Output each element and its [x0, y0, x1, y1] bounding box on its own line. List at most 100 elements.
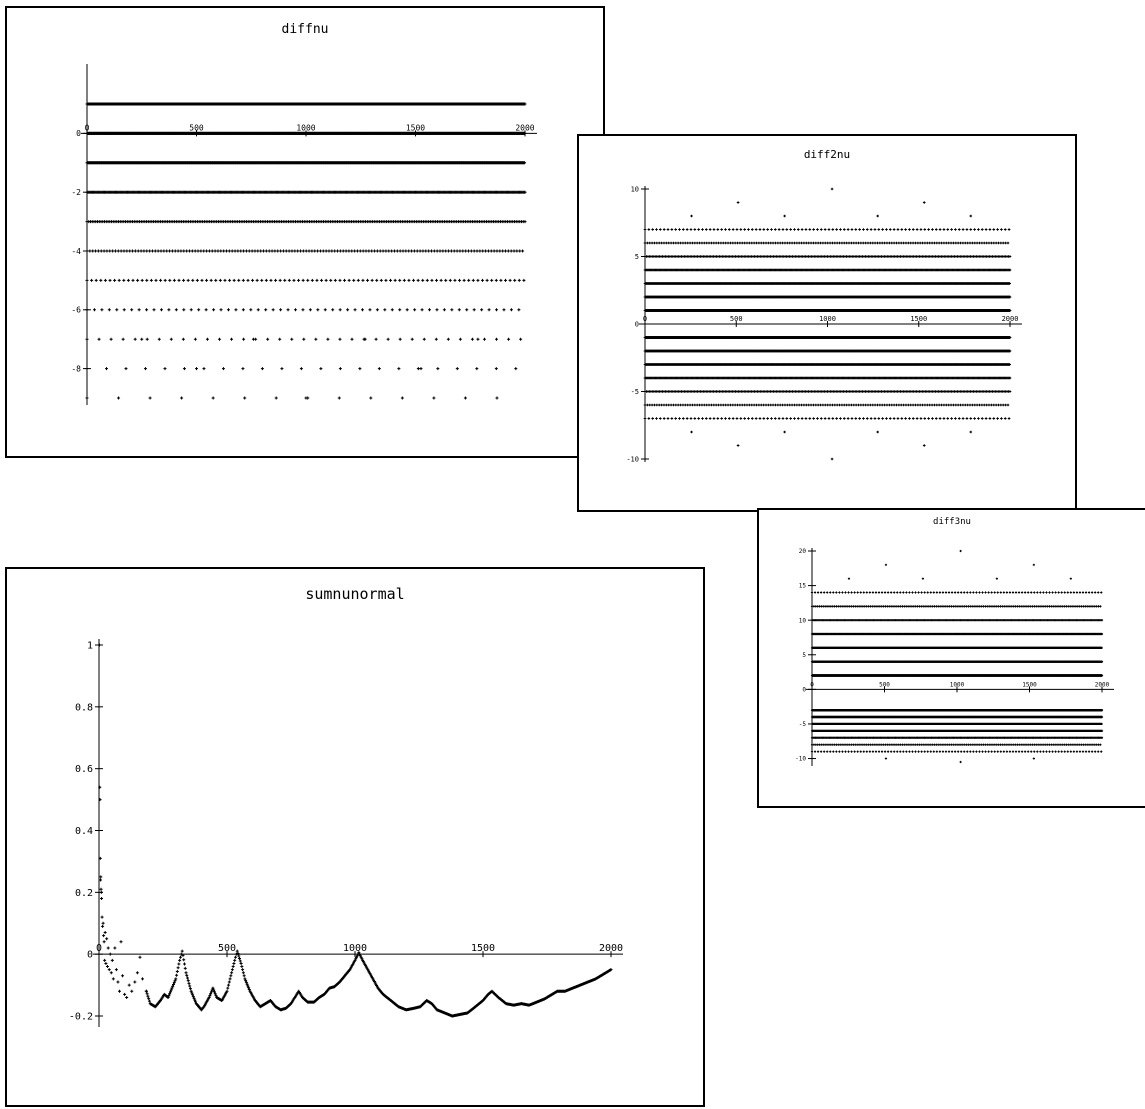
data-point [288, 279, 291, 282]
data-point [476, 250, 479, 253]
data-point [188, 250, 191, 253]
data-point [275, 397, 278, 400]
data-point [123, 250, 126, 253]
data-point [424, 250, 427, 253]
data-point [421, 308, 424, 311]
data-point [453, 250, 456, 253]
data-point [174, 250, 177, 253]
data-point [131, 250, 134, 253]
data-point [353, 250, 356, 253]
data-point [144, 367, 147, 370]
data-point [467, 279, 470, 282]
data-point [163, 367, 166, 370]
data-point [336, 250, 339, 253]
data-point [122, 279, 125, 282]
data-point [239, 250, 242, 253]
data-point [99, 279, 102, 282]
data-point [458, 250, 461, 253]
data-point [345, 250, 348, 253]
data-point [499, 279, 502, 282]
data-point [375, 338, 378, 341]
data-point [314, 338, 317, 341]
data-point [95, 279, 98, 282]
data-point [130, 308, 133, 311]
data-point [495, 250, 498, 253]
data-point [94, 250, 97, 253]
data-point [261, 367, 264, 370]
data-point [396, 250, 399, 253]
data-point [378, 367, 381, 370]
data-point [436, 367, 439, 370]
data-point [111, 250, 114, 253]
data-point [86, 338, 89, 341]
data-point [481, 250, 484, 253]
data-point [220, 308, 223, 311]
data-point [471, 338, 474, 341]
data-point [510, 308, 513, 311]
data-point [423, 338, 426, 341]
data-point [507, 338, 510, 341]
data-point [320, 279, 323, 282]
data-point [185, 250, 188, 253]
data-point [256, 279, 259, 282]
data-point [199, 250, 202, 253]
data-point [86, 308, 89, 311]
data-point [241, 367, 244, 370]
y-tick-label: 10 [631, 185, 639, 193]
data-point [391, 308, 394, 311]
data-point [272, 308, 275, 311]
data-point [205, 250, 208, 253]
data-point [447, 338, 450, 341]
data-point [191, 279, 194, 282]
data-point [242, 279, 245, 282]
data-point [234, 308, 237, 311]
data-point [145, 308, 148, 311]
data-point [259, 250, 262, 253]
data-point [197, 250, 200, 253]
y-tick-label: 0 [635, 320, 639, 328]
data-point [145, 250, 148, 253]
data-point [419, 367, 422, 370]
data-point [502, 308, 505, 311]
data-point [350, 338, 353, 341]
data-point [490, 250, 493, 253]
data-point [98, 338, 101, 341]
data-point [160, 250, 163, 253]
data-point [333, 250, 336, 253]
data-point [196, 279, 199, 282]
x-tick-label: 1000 [296, 123, 315, 132]
data-point [278, 338, 281, 341]
data-point [302, 279, 305, 282]
data-point [86, 250, 89, 253]
data-point [183, 367, 186, 370]
x-tick-label: 2000 [1002, 315, 1019, 323]
data-point [521, 250, 524, 253]
data-point [464, 397, 467, 400]
data-point [202, 367, 205, 370]
data-point [513, 279, 516, 282]
data-point [410, 250, 413, 253]
data-point [202, 250, 205, 253]
data-point [165, 250, 168, 253]
data-point [292, 279, 295, 282]
data-point [417, 279, 420, 282]
data-point [514, 367, 517, 370]
data-point [86, 367, 89, 370]
data-point [375, 279, 378, 282]
data-point [290, 338, 293, 341]
data-point [287, 308, 290, 311]
data-point [279, 308, 282, 311]
data-point [302, 338, 305, 341]
data-point [127, 279, 130, 282]
data-point [288, 250, 291, 253]
data-point [430, 279, 433, 282]
data-point [252, 338, 255, 341]
data-point [269, 279, 272, 282]
data-point [122, 338, 125, 341]
x-tick-label: 0 [643, 315, 647, 323]
data-point [399, 338, 402, 341]
data-point [458, 279, 461, 282]
